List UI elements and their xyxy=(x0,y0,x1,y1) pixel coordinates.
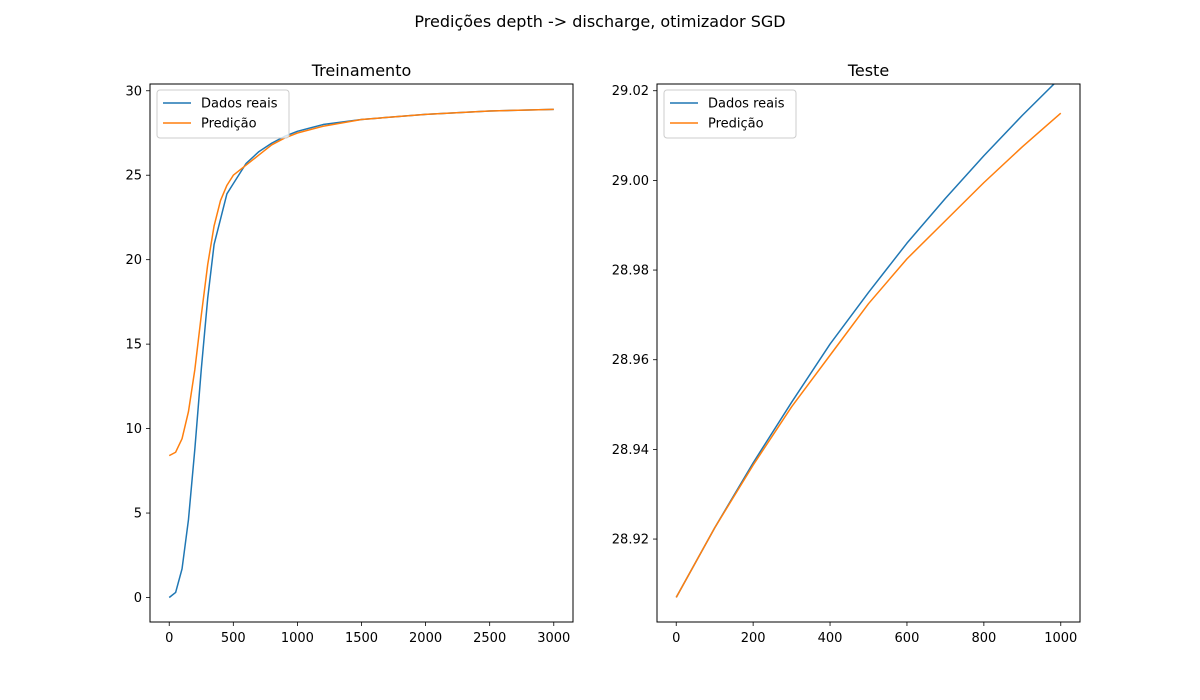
legend-box xyxy=(156,89,290,139)
x-tick-label: 1000 xyxy=(281,631,314,646)
legend-box xyxy=(663,89,797,139)
y-tick-label: 30 xyxy=(125,84,142,99)
y-tick-label: 29.02 xyxy=(612,84,649,99)
x-tick-label: 200 xyxy=(741,631,766,646)
legend-label: Predição xyxy=(708,117,764,132)
subplot-treinamento: Treinamento 0 500 1000 1500 2000 2500 3000 0 5 10… xyxy=(125,61,574,646)
x-tick-label: 1500 xyxy=(345,631,378,646)
subplot-teste: Teste 0 200 400 600 800 1000 28.92 28.94 28.96 28… xyxy=(612,61,1081,646)
subplot-title: Treinamento xyxy=(311,61,412,80)
series-line-predicao xyxy=(675,112,1062,598)
y-tick-label: 28.92 xyxy=(612,533,649,548)
y-tick-label: 0 xyxy=(134,591,142,606)
y-tick-label: 20 xyxy=(125,253,142,268)
legend-label: Dados reais xyxy=(708,97,785,112)
axes-frame xyxy=(149,83,574,623)
y-tick-label: 28.94 xyxy=(612,443,649,458)
x-tick-label: 600 xyxy=(895,631,920,646)
x-tick-label: 3000 xyxy=(537,631,570,646)
y-tick-label: 28.96 xyxy=(612,353,649,368)
series-line-dados-reais xyxy=(675,84,1056,598)
series-line-predicao xyxy=(168,108,554,457)
x-tick-label: 400 xyxy=(818,631,843,646)
legend-label: Predição xyxy=(201,117,257,132)
axes-frame xyxy=(656,83,1081,623)
x-tick-label: 2000 xyxy=(409,631,442,646)
y-tick-label: 5 xyxy=(134,507,142,522)
y-tick-label: 28.98 xyxy=(612,264,649,279)
y-tick-label: 25 xyxy=(125,169,142,184)
x-tick-label: 0 xyxy=(672,631,680,646)
legend: Dados reais Predição xyxy=(663,89,797,139)
x-tick-label: 1000 xyxy=(1044,631,1077,646)
y-tick-label: 15 xyxy=(125,338,142,353)
x-tick-label: 0 xyxy=(165,631,173,646)
legend: Dados reais Predição xyxy=(156,89,290,139)
legend-label: Dados reais xyxy=(201,97,278,112)
y-tick-label: 10 xyxy=(125,422,142,437)
y-tick-label: 29.00 xyxy=(612,174,649,189)
x-tick-label: 500 xyxy=(221,631,246,646)
x-tick-label: 800 xyxy=(971,631,996,646)
figure-suptitle: Predições depth -> discharge, otimizador… xyxy=(414,12,785,31)
subplot-title: Teste xyxy=(847,61,889,80)
series-line-dados-reais xyxy=(168,108,554,599)
x-tick-label: 2500 xyxy=(473,631,506,646)
